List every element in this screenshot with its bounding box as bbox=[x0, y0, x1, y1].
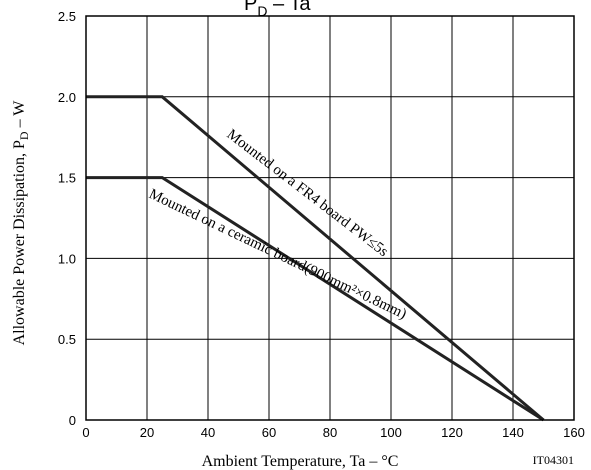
x-tick-label: 80 bbox=[323, 425, 337, 440]
y-tick-label: 2.0 bbox=[58, 90, 76, 105]
x-tick-label: 0 bbox=[82, 425, 89, 440]
grid bbox=[86, 16, 574, 420]
y-tick-label: 2.5 bbox=[58, 9, 76, 24]
y-tick-label: 0 bbox=[69, 413, 76, 428]
y-tick-label: 1.5 bbox=[58, 171, 76, 186]
y-tick-label: 1.0 bbox=[58, 251, 76, 266]
plot-frame bbox=[85, 15, 575, 421]
x-axis-label: Ambient Temperature, Ta – °C bbox=[202, 453, 399, 470]
x-tick-label: 60 bbox=[262, 425, 276, 440]
chart-title: PD – Ta bbox=[244, 0, 311, 19]
figure-code: IT04301 bbox=[533, 453, 574, 467]
tick-labels: 0 20 40 60 80 100 120 140 160 0 0.5 1.0 1.5 2.0 2.5 bbox=[58, 9, 585, 440]
series-lines bbox=[86, 95, 545, 422]
series-line-1 bbox=[86, 95, 545, 422]
x-tick-label: 100 bbox=[380, 425, 402, 440]
x-tick-label: 140 bbox=[502, 425, 524, 440]
series-line-2 bbox=[86, 176, 545, 422]
x-tick-label: 20 bbox=[140, 425, 154, 440]
y-tick-label: 0.5 bbox=[58, 332, 76, 347]
x-tick-label: 40 bbox=[201, 425, 215, 440]
y-axis-label: Allowable Power Dissipation, PD – W bbox=[11, 100, 31, 346]
x-tick-label: 160 bbox=[563, 425, 585, 440]
annotation-ceramic: Mounted on a ceramic board(900mm²×0.8mm) bbox=[146, 186, 409, 322]
x-tick-label: 120 bbox=[441, 425, 463, 440]
